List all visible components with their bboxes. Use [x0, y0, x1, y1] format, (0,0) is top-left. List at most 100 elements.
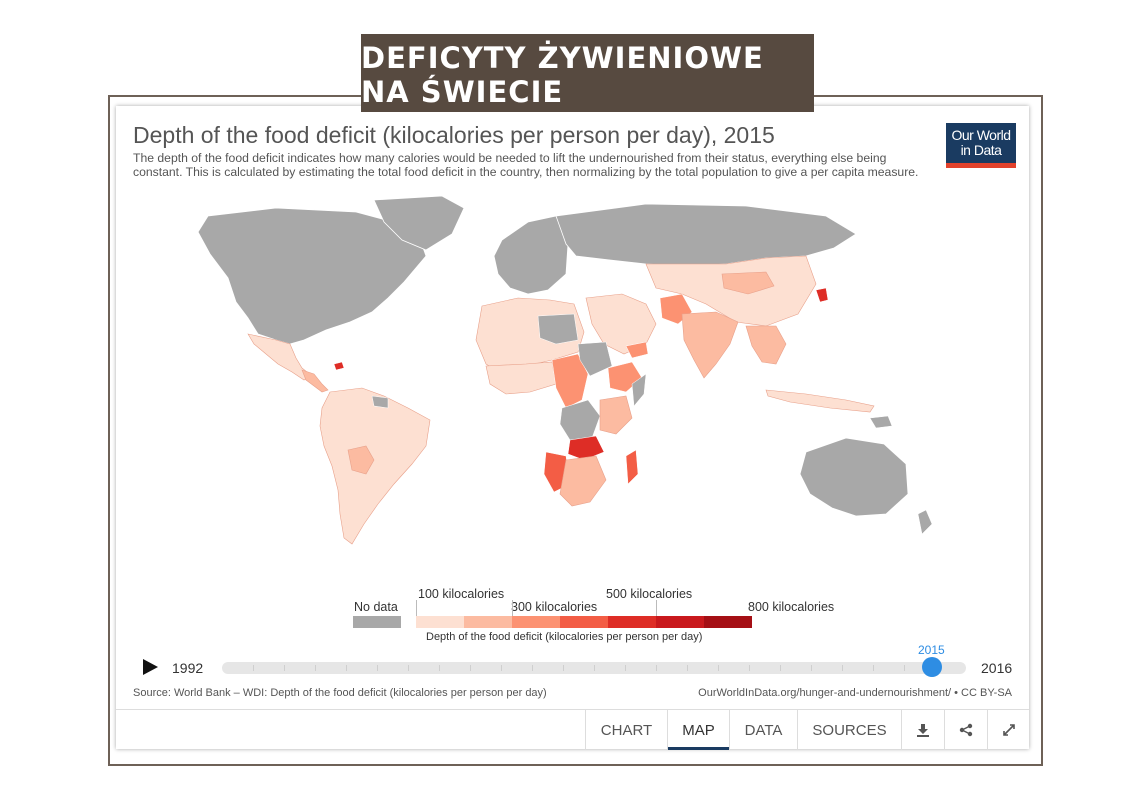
expand-button[interactable]: [987, 710, 1029, 750]
timeline-tick: [873, 665, 874, 671]
region-mexico: [247, 333, 313, 381]
page-banner: DEFICYTY ŻYWIENIOWE NA ŚWIECIE: [361, 34, 814, 112]
region-southern-africa: [559, 455, 607, 507]
timeline-slider-track[interactable]: [222, 662, 966, 674]
legend-swatch: [416, 616, 464, 628]
legend-label-500: 500 kilocalories: [606, 587, 693, 601]
timeline-selected-year: 2015: [918, 643, 945, 657]
tab-sources-label: SOURCES: [812, 721, 887, 739]
timeline-tick: [718, 665, 719, 671]
banner-text: DEFICYTY ŻYWIENIOWE NA ŚWIECIE: [361, 41, 764, 109]
timeline-tick: [501, 665, 502, 671]
chart-title: Depth of the food deficit (kilocalories …: [133, 122, 775, 148]
tab-chart-label: CHART: [600, 721, 653, 739]
timeline-tick: [470, 665, 471, 671]
timeline-tick: [439, 665, 440, 671]
timeline-start-year: 1992: [172, 660, 204, 676]
tab-map-label: MAP: [682, 721, 715, 739]
play-icon[interactable]: [143, 659, 158, 675]
legend-no-data-label: No data: [354, 600, 398, 614]
region-south-america: [319, 387, 431, 545]
timeline-tick: [842, 665, 843, 671]
region-europe: [493, 215, 569, 295]
chart-card: Depth of the food deficit (kilocalories …: [116, 106, 1029, 750]
legend-scale-title: Depth of the food deficit (kilocalories …: [426, 631, 703, 643]
legend-no-data-swatch: [353, 616, 401, 628]
legend-tick: [416, 600, 417, 616]
region-haiti: [333, 361, 345, 371]
timeline-tick: [253, 665, 254, 671]
legend-label-300: 300 kilocalories: [511, 600, 598, 614]
region-zambia: [567, 435, 605, 461]
legend-label-100: 100 kilocalories: [418, 587, 505, 601]
owid-logo[interactable]: Our World in Data: [946, 123, 1016, 168]
legend-label-800: 800 kilocalories: [748, 600, 835, 614]
logo-accent-bar: [946, 163, 1016, 168]
region-madagascar: [625, 449, 639, 485]
source-note: Source: World Bank – WDI: Depth of the f…: [133, 687, 547, 699]
region-guianas: [371, 395, 389, 409]
region-central-africa: [551, 353, 589, 409]
world-map: [197, 195, 933, 545]
chart-subtitle: The depth of the food deficit indicates …: [133, 151, 919, 179]
timeline-tick: [532, 665, 533, 671]
year-timeline: 1992 2015 2016: [116, 643, 1029, 686]
region-central-asia: [645, 255, 817, 327]
region-russia: [555, 203, 857, 267]
region-bolivia: [347, 445, 375, 475]
timeline-tick: [811, 665, 812, 671]
license-link[interactable]: OurWorldInData.org/hunger-and-undernouri…: [698, 687, 1012, 699]
timeline-tick: [346, 665, 347, 671]
timeline-tick: [284, 665, 285, 671]
tab-chart[interactable]: CHART: [585, 710, 667, 750]
timeline-tick: [315, 665, 316, 671]
region-somalia: [631, 373, 647, 407]
region-new-zealand: [917, 509, 933, 535]
timeline-tick: [594, 665, 595, 671]
tab-data-label: DATA: [744, 721, 783, 739]
region-sahel-no-data: [537, 313, 579, 345]
legend-swatch: [512, 616, 560, 628]
timeline-tick: [625, 665, 626, 671]
legend-swatch: [704, 616, 752, 628]
tab-map[interactable]: MAP: [667, 710, 729, 750]
expand-icon: [1002, 724, 1015, 736]
region-indonesia: [765, 389, 875, 413]
legend-tick: [656, 600, 657, 616]
timeline-slider-handle[interactable]: [922, 657, 942, 677]
download-button[interactable]: [901, 710, 944, 750]
logo-line-1: Our World: [951, 127, 1011, 143]
legend-swatch: [656, 616, 704, 628]
region-southeast-asia: [745, 325, 787, 365]
logo-line-2: in Data: [960, 142, 1002, 158]
timeline-tick: [656, 665, 657, 671]
region-north-korea: [815, 287, 829, 303]
legend-swatch: [560, 616, 608, 628]
timeline-end-year: 2016: [981, 660, 1013, 676]
chart-footer-tabs: CHART MAP DATA SOURCES: [116, 709, 1029, 750]
share-icon: [959, 723, 973, 737]
legend-swatch: [464, 616, 512, 628]
region-papua: [869, 415, 893, 429]
download-icon: [917, 724, 929, 737]
region-mongolia: [721, 271, 775, 295]
region-india: [681, 311, 739, 379]
share-button[interactable]: [944, 710, 987, 750]
timeline-tick: [408, 665, 409, 671]
tab-data[interactable]: DATA: [729, 710, 797, 750]
timeline-tick: [749, 665, 750, 671]
legend-swatch: [608, 616, 656, 628]
timeline-tick: [563, 665, 564, 671]
region-yemen: [625, 341, 649, 359]
timeline-tick: [377, 665, 378, 671]
timeline-tick: [780, 665, 781, 671]
region-greenland: [373, 195, 465, 251]
region-sudan: [577, 341, 613, 377]
region-central-america: [301, 369, 329, 393]
timeline-tick: [687, 665, 688, 671]
region-australia: [799, 437, 909, 517]
region-west-africa: [485, 361, 557, 395]
tab-sources[interactable]: SOURCES: [797, 710, 901, 750]
legend-tick: [512, 600, 513, 616]
region-east-africa: [599, 395, 633, 435]
